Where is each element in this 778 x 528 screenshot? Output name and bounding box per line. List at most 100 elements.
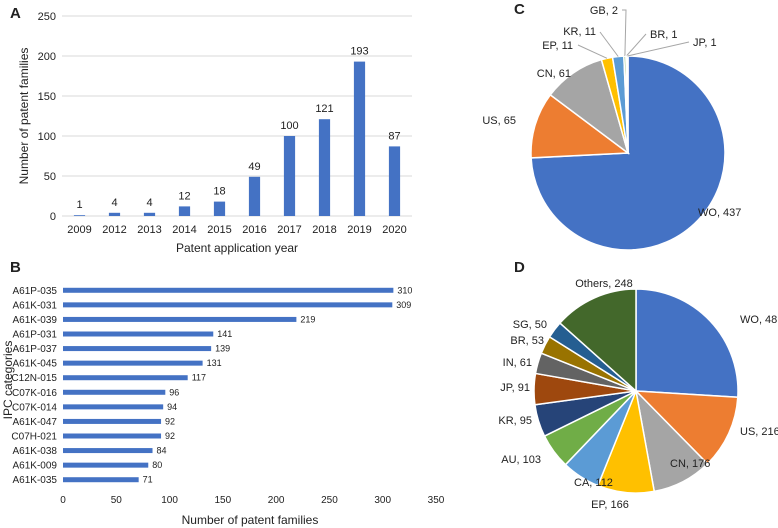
pie-slice — [530, 93, 631, 159]
bar — [63, 360, 203, 366]
y-tick-label: C07K-016 — [12, 388, 57, 399]
y-tick-label: C12N-015 — [11, 373, 57, 384]
y-tick-label: 50 — [44, 171, 56, 183]
x-tick-label: 50 — [111, 495, 123, 506]
data-label: 18 — [213, 186, 225, 198]
x-axis-title: Number of patent families — [182, 513, 319, 527]
y-tick-label: 100 — [38, 131, 56, 143]
bar — [318, 119, 331, 216]
y-tick-label: 0 — [50, 211, 56, 223]
data-label: 139 — [215, 344, 230, 354]
y-tick-label: 250 — [38, 11, 56, 23]
leader-line — [599, 31, 619, 57]
x-tick-label: 2009 — [67, 224, 91, 236]
bar — [63, 477, 139, 483]
bar — [213, 201, 226, 216]
pie-slice — [626, 55, 629, 154]
bar — [283, 136, 296, 216]
bar — [388, 146, 401, 216]
data-label: 141 — [217, 329, 232, 339]
x-tick-label: 100 — [161, 495, 178, 506]
data-label: 71 — [143, 475, 153, 485]
y-axis-title: Number of patent families — [17, 48, 31, 185]
x-tick-label: 2015 — [207, 224, 231, 236]
pie-slice — [635, 288, 739, 399]
slice-label: GB, 2 — [590, 5, 618, 17]
panel-b-letter: B — [10, 259, 21, 276]
bar — [63, 287, 394, 293]
bar — [248, 176, 261, 216]
data-label: 193 — [350, 46, 368, 58]
data-label: 309 — [396, 300, 411, 310]
y-tick-label: A61P-031 — [13, 330, 58, 341]
data-label: 1 — [76, 199, 82, 211]
bar — [63, 418, 162, 424]
x-tick-label: 2019 — [347, 224, 371, 236]
data-label: 96 — [169, 387, 179, 397]
x-tick-label: 2012 — [102, 224, 126, 236]
pie-slice — [558, 288, 637, 393]
leader-line — [622, 9, 627, 57]
y-tick-label: A61P-035 — [13, 286, 58, 297]
slice-label: CA, 112 — [574, 477, 613, 489]
slice-label: US, 216 — [740, 426, 778, 438]
x-axis-title: Patent application year — [176, 241, 298, 255]
bar — [178, 206, 191, 216]
slice-label: EP, 166 — [591, 499, 629, 511]
slice-label: WO, 437 — [698, 207, 741, 219]
x-tick-label: 2017 — [277, 224, 301, 236]
x-tick-label: 300 — [374, 495, 391, 506]
y-tick-label: A61K-038 — [13, 446, 58, 457]
slice-label: SG, 50 — [513, 319, 547, 331]
x-tick-label: 2018 — [312, 224, 336, 236]
slice-label: CN, 176 — [670, 458, 710, 470]
slice-label: IN, 61 — [503, 357, 532, 369]
x-tick-label: 2020 — [382, 224, 406, 236]
leader-line — [626, 33, 647, 57]
leader-line — [627, 41, 690, 57]
bar — [63, 462, 149, 468]
y-tick-label: C07K-014 — [12, 402, 57, 413]
x-tick-label: 350 — [428, 495, 445, 506]
leader-line — [577, 44, 608, 59]
data-label: 4 — [146, 197, 152, 209]
slice-label: KR, 11 — [563, 26, 596, 38]
x-tick-label: 250 — [321, 495, 338, 506]
bar — [143, 212, 156, 216]
data-label: 49 — [248, 161, 260, 173]
slice-label: JP, 91 — [500, 382, 530, 394]
data-label: 87 — [388, 130, 400, 142]
slice-label: WO, 481 — [740, 314, 778, 326]
slice-label: BR, 1 — [650, 29, 678, 41]
slice-label: JP, 1 — [693, 37, 717, 49]
bar — [63, 448, 153, 454]
y-tick-label: A61K-009 — [13, 461, 58, 472]
panel-a-bar-chart: 0 50 100 150 200 250 1 2009 4 2012 4 2013 12 2014 18 20… — [17, 11, 412, 255]
y-tick-label: 150 — [38, 91, 56, 103]
y-tick-label: C07H-021 — [11, 432, 57, 443]
y-tick-label: A61K-047 — [13, 417, 58, 428]
panel-a-letter: A — [10, 5, 21, 22]
x-tick-label: 2014 — [172, 224, 196, 236]
data-label: 117 — [192, 373, 206, 383]
slice-label: KR, 95 — [498, 415, 532, 427]
bar — [63, 404, 164, 410]
bar — [63, 331, 214, 337]
slice-label: BR, 53 — [510, 335, 544, 347]
panel-c-letter: C — [514, 1, 525, 18]
data-label: 219 — [300, 314, 315, 324]
y-tick-label: A61K-045 — [13, 359, 58, 370]
slice-label: AU, 103 — [501, 454, 541, 466]
slice-label: US, 65 — [482, 115, 516, 127]
bar — [73, 215, 86, 216]
bar — [63, 433, 162, 439]
data-label: 84 — [157, 446, 167, 456]
bar — [63, 389, 166, 395]
bar — [353, 61, 366, 216]
bar — [63, 346, 212, 352]
y-tick-label: A61P-037 — [13, 344, 58, 355]
panel-b-horizontal-bar-chart: 310 A61P-035 309 A61K-031 219 A61K-039 141 A61P… — [1, 285, 445, 527]
y-tick-label: A61K-031 — [13, 300, 58, 311]
